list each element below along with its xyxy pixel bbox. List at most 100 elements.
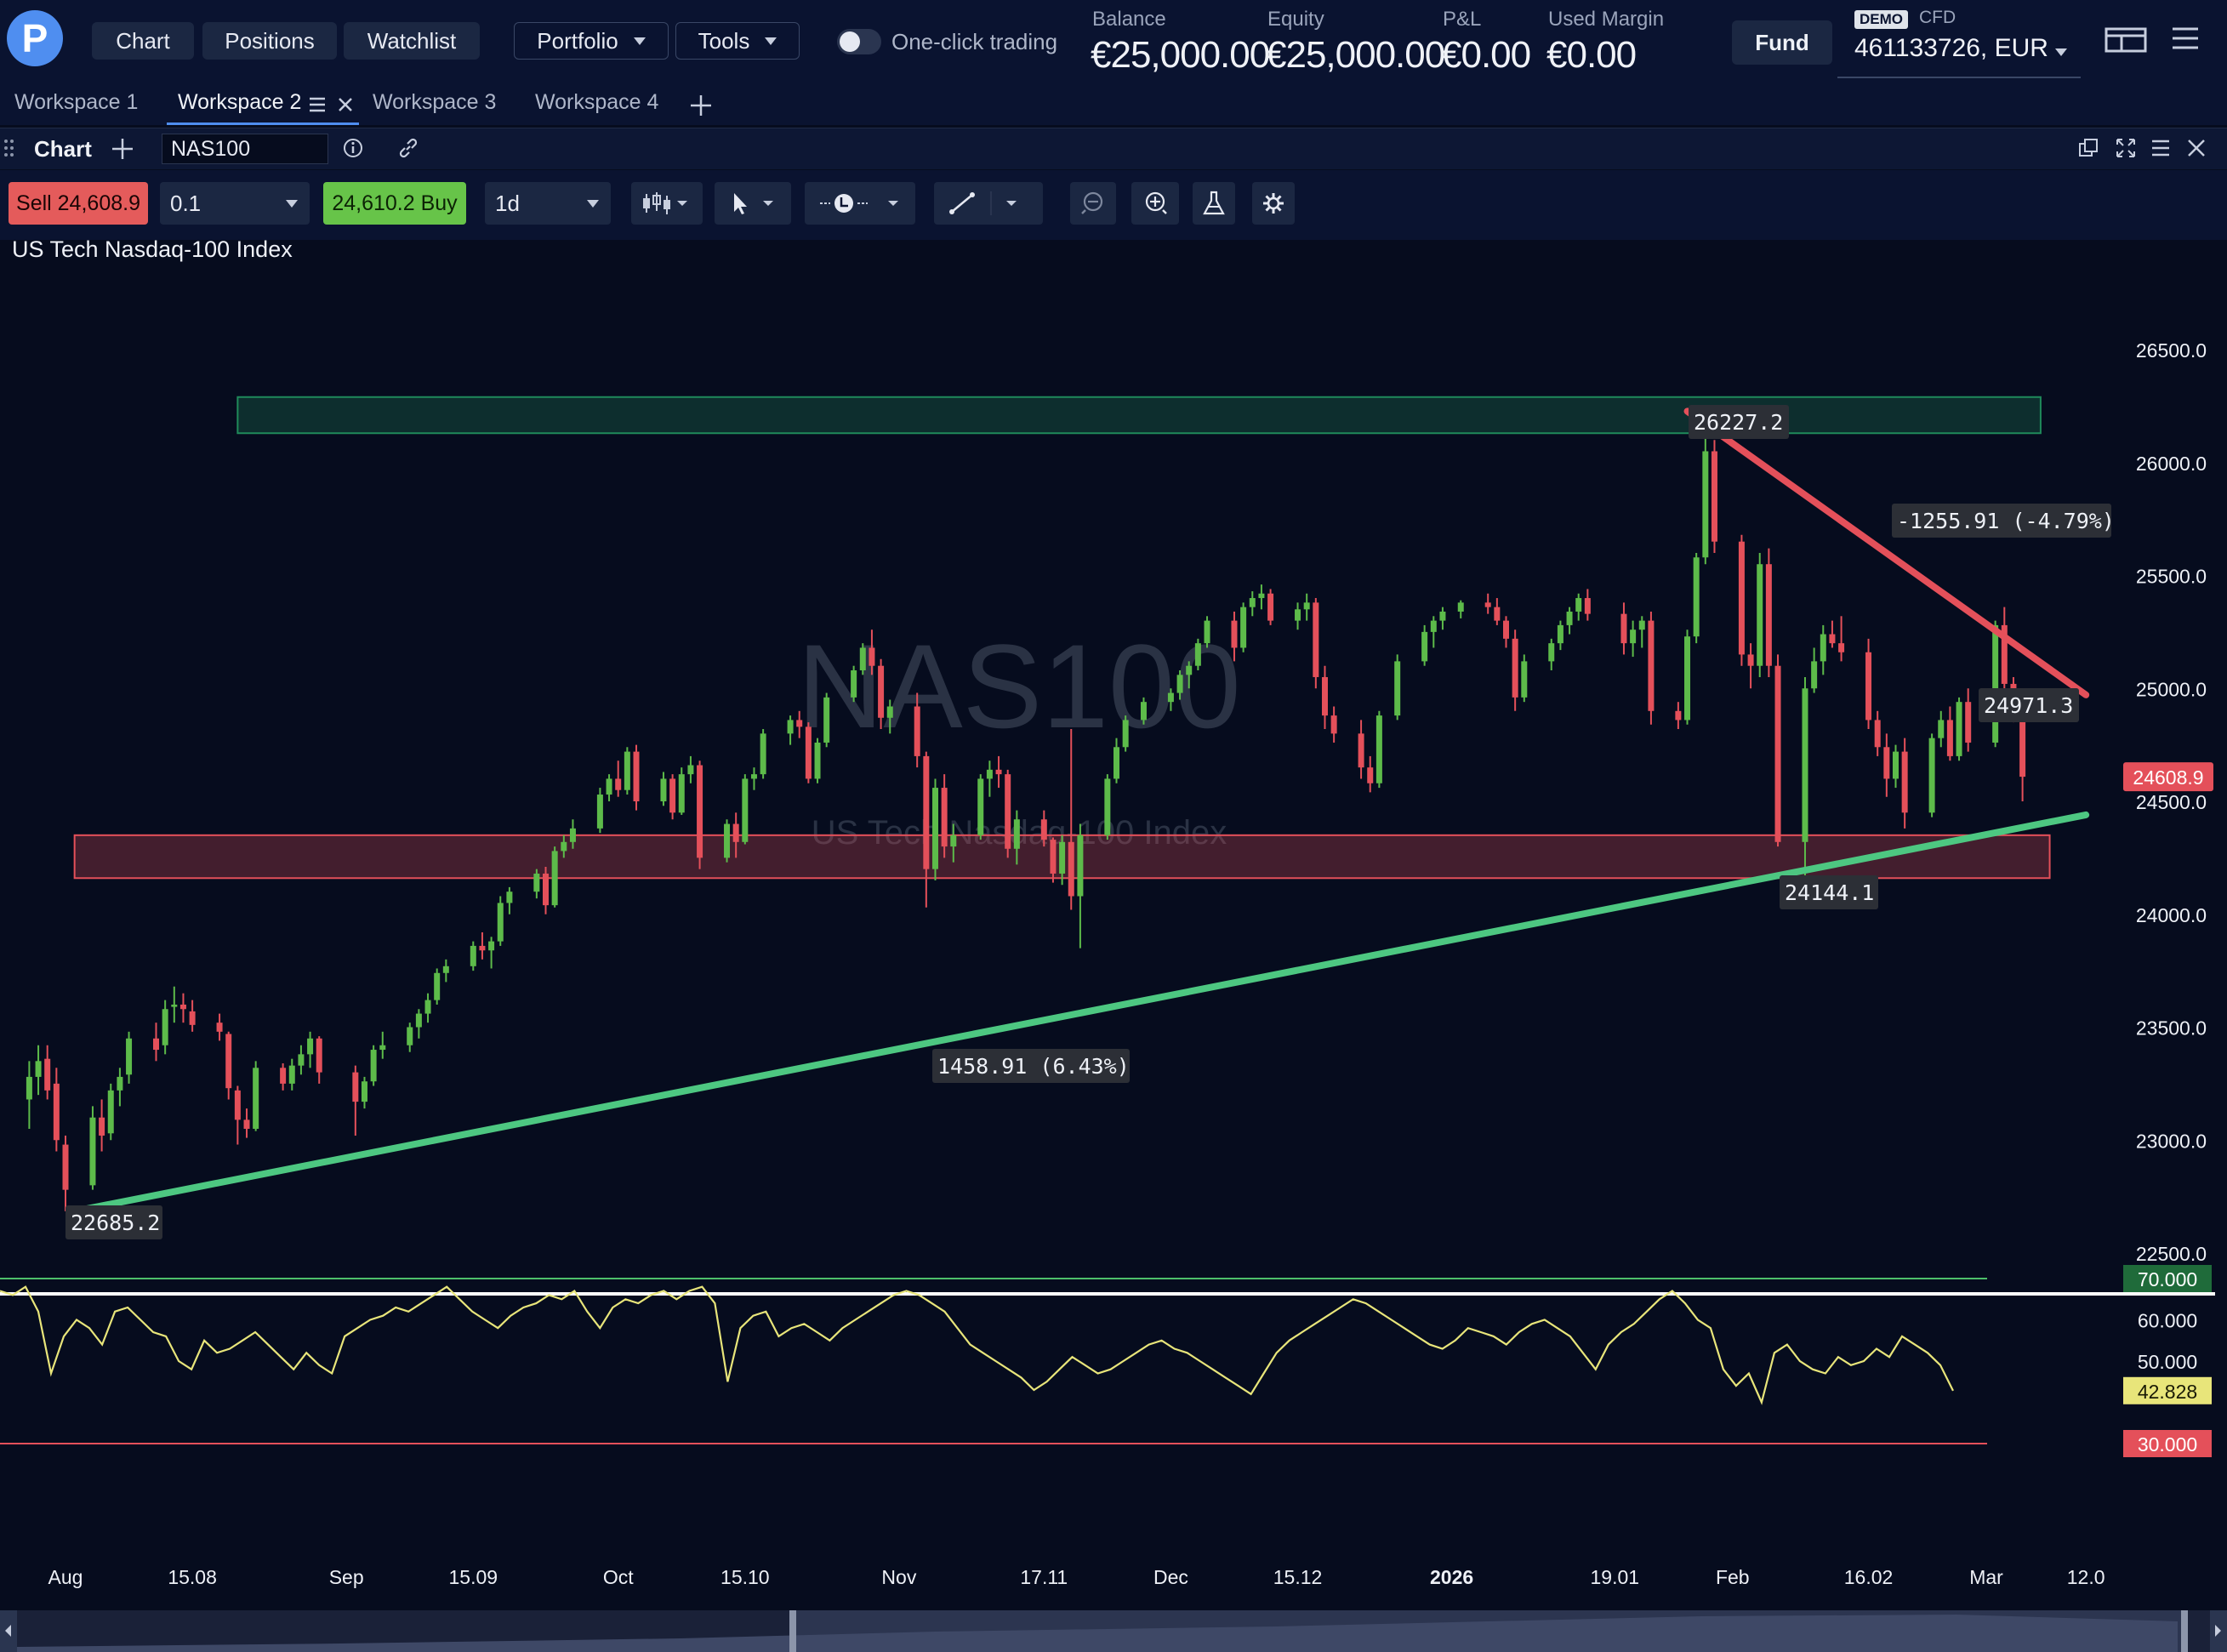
candle-body[interactable] (569, 828, 576, 842)
downtrend-trendline[interactable] (1683, 407, 2090, 698)
candle-body[interactable] (742, 778, 749, 842)
candle-body[interactable] (1376, 715, 1382, 783)
sell-button[interactable]: Sell 24,608.9 (9, 182, 148, 225)
candle-body[interactable] (796, 720, 803, 727)
candle-body[interactable] (442, 966, 449, 973)
candle-body[interactable] (407, 1027, 413, 1045)
tab-workspace-3[interactable]: Workspace 3 (373, 90, 497, 114)
candle-body[interactable] (1114, 747, 1120, 779)
candle-body[interactable] (1503, 620, 1509, 639)
candle-body[interactable] (859, 647, 866, 671)
candle-body[interactable] (1892, 751, 1899, 779)
one-click-trading-toggle[interactable] (837, 29, 881, 54)
candle-body[interactable] (53, 1083, 60, 1141)
candle-body[interactable] (1258, 593, 1265, 599)
candle-body[interactable] (1439, 611, 1446, 621)
candle-body[interactable] (488, 941, 495, 951)
candle-body[interactable] (1249, 598, 1256, 607)
candle-body[interactable] (107, 1090, 114, 1134)
candle-body[interactable] (1330, 715, 1337, 734)
portfolio-dropdown[interactable]: Portfolio (514, 22, 669, 60)
candle-body[interactable] (1829, 634, 1836, 644)
candle-body[interactable] (434, 972, 441, 1000)
settings-button[interactable] (1252, 182, 1295, 225)
candle-body[interactable] (1865, 652, 1872, 721)
candle-body[interactable] (243, 1119, 250, 1129)
candle-body[interactable] (1013, 819, 1020, 849)
candle-body[interactable] (117, 1076, 123, 1091)
candle-body[interactable] (189, 1011, 196, 1025)
candle-body[interactable] (1874, 720, 1881, 748)
candle-body[interactable] (543, 873, 549, 906)
tab-workspace-4[interactable]: Workspace 4 (535, 90, 659, 114)
candle-body[interactable] (724, 823, 731, 858)
candle-body[interactable] (1104, 778, 1111, 835)
candle-body[interactable] (1122, 720, 1129, 748)
candle-body[interactable] (986, 769, 993, 779)
nav-positions-button[interactable]: Positions (202, 22, 337, 60)
candle-body[interactable] (633, 751, 640, 801)
candle-body[interactable] (1494, 607, 1501, 621)
candle-body[interactable] (62, 1144, 69, 1190)
layout-icon[interactable] (2105, 24, 2150, 58)
candle-body[interactable] (1204, 620, 1210, 644)
candle-body[interactable] (1630, 629, 1637, 644)
candle-body[interactable] (1267, 593, 1274, 621)
candle-body[interactable] (1176, 675, 1183, 693)
candle-body[interactable] (1883, 747, 1890, 779)
candle-body[interactable] (1167, 692, 1174, 703)
candle-body[interactable] (288, 1065, 295, 1084)
candle-body[interactable] (805, 726, 812, 779)
candle-body[interactable] (1240, 607, 1247, 648)
candle-body[interactable] (1757, 564, 1763, 666)
candle-body[interactable] (280, 1068, 287, 1084)
candle-body[interactable] (1584, 598, 1591, 614)
candle-body[interactable] (44, 1058, 51, 1091)
candle-body[interactable] (506, 892, 513, 903)
account-selector[interactable]: 461133726, EUR (1854, 34, 2067, 63)
tab-workspace-2[interactable]: Workspace 2 (178, 90, 302, 114)
candle-body[interactable] (878, 665, 885, 718)
candle-body[interactable] (497, 903, 504, 942)
candle-body[interactable] (1321, 676, 1328, 716)
candle-body[interactable] (660, 778, 667, 801)
candle-body[interactable] (234, 1090, 241, 1120)
candle-body[interactable] (1774, 665, 1781, 842)
navigator-left-handle[interactable] (789, 1610, 796, 1652)
candle-body[interactable] (1693, 557, 1700, 637)
timeframe-select[interactable]: 1d (485, 182, 611, 225)
candle-body[interactable] (153, 1038, 160, 1051)
candle-body[interactable] (950, 835, 957, 847)
candle-body[interactable] (533, 873, 540, 892)
candle-body[interactable] (1194, 643, 1201, 666)
zoom-in-button[interactable] (1131, 182, 1179, 225)
candle-body[interactable] (1068, 841, 1074, 897)
candle-body[interactable] (26, 1076, 32, 1100)
candle-body[interactable] (1457, 602, 1464, 612)
candle-body[interactable] (352, 1072, 359, 1102)
candle-body[interactable] (179, 1004, 186, 1010)
candle-body[interactable] (1802, 688, 1808, 842)
close-icon[interactable] (2186, 138, 2207, 158)
navigator-right-handle[interactable] (2181, 1610, 2188, 1652)
candle-body[interactable] (415, 1013, 422, 1028)
candle-body[interactable] (1394, 661, 1401, 716)
candle-body[interactable] (1992, 624, 1999, 743)
candle-body[interactable] (606, 778, 612, 795)
nav-chart-button[interactable]: Chart (92, 22, 194, 60)
add-workspace-icon[interactable] (689, 94, 713, 117)
candle-body[interactable] (851, 670, 857, 698)
candle-body[interactable] (316, 1038, 322, 1073)
zoom-out-button[interactable] (1070, 182, 1116, 225)
candle-body[interactable] (596, 795, 603, 829)
candle-body[interactable] (479, 945, 486, 951)
candle-body[interactable] (931, 788, 938, 869)
candle-body[interactable] (732, 823, 739, 842)
candle-body[interactable] (2001, 624, 2008, 684)
candle-body[interactable] (1638, 620, 1645, 630)
add-chart-icon[interactable] (111, 137, 134, 161)
link-icon[interactable] (396, 136, 420, 160)
candle-body[interactable] (1675, 710, 1682, 721)
candle-body[interactable] (914, 706, 920, 756)
